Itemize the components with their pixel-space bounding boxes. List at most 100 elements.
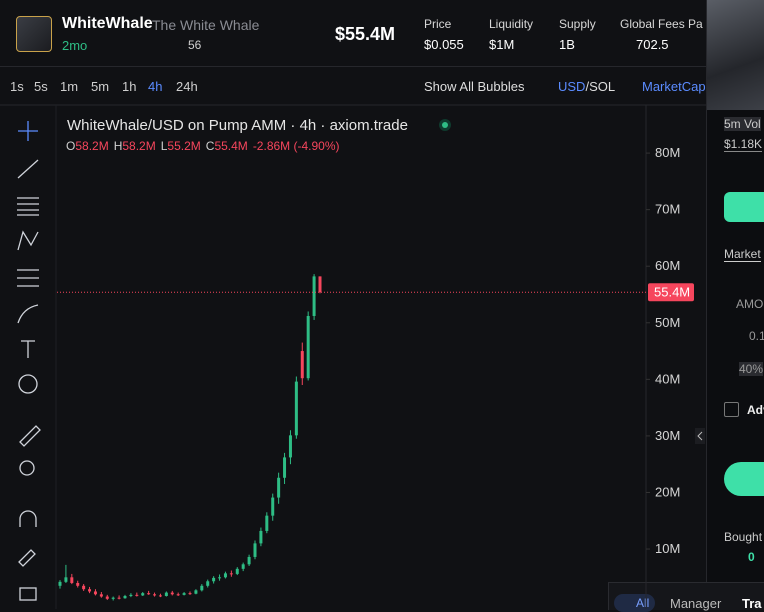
candle-body (153, 594, 157, 596)
legend-value: 58.2M (122, 139, 155, 153)
panel-toggle[interactable] (695, 428, 705, 444)
zoom-tool (19, 460, 35, 476)
pattern-tool (17, 230, 39, 251)
candle-body (111, 597, 115, 599)
panel-toggle-arrow (697, 431, 703, 441)
status-ring (439, 119, 451, 131)
candle-body (58, 581, 62, 586)
legend-key: L (161, 139, 168, 153)
last-price-box (648, 283, 694, 302)
market-tab[interactable]: Market (724, 247, 761, 262)
candle-body (241, 564, 245, 569)
token-full-name: The White Whale (152, 17, 260, 33)
interval-option[interactable]: 1s (10, 79, 24, 94)
slippage: 40% (739, 362, 764, 376)
interval-option[interactable]: 4h (148, 79, 163, 94)
y-tick-label: 20M (655, 484, 680, 499)
candle-body (277, 477, 281, 498)
advanced-checkbox[interactable] (724, 402, 739, 417)
chart-title: WhiteWhale/USD on Pump AMM · 4h · axiom.… (67, 117, 408, 134)
market-cap: $55.4M (335, 24, 396, 44)
candle-body (265, 515, 269, 531)
drawing-tools (17, 121, 41, 601)
y-tick-label: 60M (655, 258, 680, 273)
interval-option[interactable]: 5s (34, 79, 48, 94)
lock-draw-tool (18, 549, 36, 567)
ruler-tool (19, 425, 41, 447)
currency-toggle[interactable]: USD/SOL (558, 79, 615, 94)
status-dot (442, 122, 448, 128)
candle-body (306, 315, 310, 379)
candle-body (188, 593, 192, 595)
bottom-tab-all[interactable]: All (614, 594, 656, 612)
interval-option[interactable]: 1m (60, 79, 79, 94)
legend-value: 55.4M (214, 139, 247, 153)
crosshair-tool (18, 121, 38, 141)
token-age: 2mo (62, 38, 88, 53)
fib-tool (17, 197, 39, 216)
candle-body (271, 497, 275, 516)
bottom-tab[interactable]: Tra (742, 596, 762, 611)
watchers: 56 (188, 38, 202, 52)
bottom-tab[interactable]: Manager (670, 596, 722, 611)
candle-body (64, 577, 68, 582)
candle-body (288, 435, 292, 458)
candle-body (283, 457, 287, 478)
candle-body (218, 577, 222, 579)
ohlc-legend: O58.2M H58.2M L55.2M C55.4M -2.86M (-4.90%) (66, 139, 340, 153)
bubbles-toggle[interactable]: Show All Bubbles (424, 79, 525, 94)
last-price-label: 55.4M (654, 285, 690, 300)
candle-body (259, 530, 263, 544)
interval-option[interactable]: 5m (91, 79, 110, 94)
token-logo[interactable] (16, 16, 52, 52)
trade-button[interactable] (724, 462, 764, 496)
candle-body (235, 568, 239, 574)
candle-body (147, 593, 151, 595)
y-tick-label: 30M (655, 428, 680, 443)
currency-active: USD (558, 79, 586, 94)
candle-body (200, 585, 204, 591)
mode-toggle[interactable]: MarketCap (642, 79, 706, 94)
buy-button[interactable] (724, 192, 764, 222)
legend-key: C (206, 139, 215, 153)
interval-option[interactable]: 1h (122, 79, 137, 94)
bought-value: 0 (748, 550, 755, 564)
stat-label: Supply (559, 17, 596, 31)
token-name: WhiteWhale (62, 15, 153, 32)
interval-option[interactable]: 24h (176, 79, 198, 94)
magnet-tool (19, 510, 37, 527)
candle-body (123, 595, 127, 599)
amount-value: 0.1 (749, 329, 764, 343)
text-tool (21, 340, 35, 358)
legend-key: O (66, 139, 75, 153)
stat-label: Global Fees Pa (620, 17, 703, 31)
y-tick-label: 70M (655, 202, 680, 217)
stat-value: 1B (559, 37, 575, 52)
stat-value: $1M (489, 37, 515, 52)
side-image (707, 0, 764, 110)
legend-change: -2.86M (-4.90%) (253, 139, 340, 153)
emoji-tool (18, 374, 38, 394)
legend-key: H (114, 139, 123, 153)
candle-body (212, 577, 216, 582)
candle-body (294, 381, 298, 436)
currency-alt: /SOL (585, 79, 616, 94)
candle-body (206, 581, 210, 586)
amount-label: AMO (736, 297, 764, 311)
candle-body (76, 582, 80, 586)
candle-body (312, 276, 316, 316)
candle-body (158, 595, 162, 597)
y-tick-label: 40M (655, 371, 680, 386)
bought-label: Bought (724, 530, 763, 544)
candle-body (88, 589, 92, 592)
candle-body (99, 594, 103, 597)
advanced-label: Adv (747, 403, 764, 417)
candle-body (170, 592, 174, 595)
candle-body (300, 351, 304, 379)
legend-value: 58.2M (75, 139, 108, 153)
candle-body (164, 592, 168, 596)
candle-body (105, 596, 109, 599)
candle-body (129, 594, 133, 596)
candle-body (229, 573, 233, 575)
